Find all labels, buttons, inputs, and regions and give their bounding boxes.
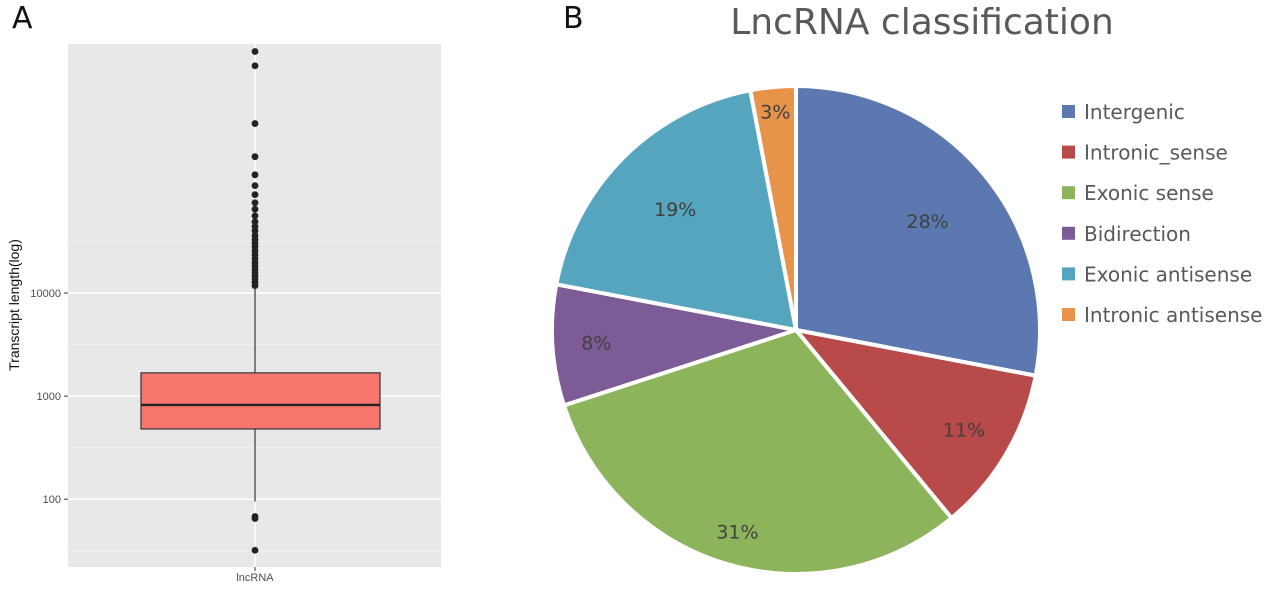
outlier-point: [251, 218, 259, 226]
legend-label: Intronic_sense: [1084, 141, 1228, 165]
legend-swatch: [1062, 145, 1075, 159]
legend-swatch: [1062, 308, 1075, 321]
pie-slice-exonic-antisense: [554, 88, 798, 332]
boxplot-panel: A 100 1000 10000 lncRNA Transcript length(…: [6, 1, 441, 584]
boxplot-box-group: [140, 48, 381, 554]
x-axis-ticks: lncRNA: [236, 567, 274, 584]
pie-panel: B LncRNA classification 28% 11% 31% 8% 19% 3%…: [550, 1, 1262, 576]
legend-label: Intergenic: [1084, 100, 1185, 124]
pie-legend: Intergenic Intronic_sense Exonic sense Bidi…: [1062, 100, 1262, 327]
outlier-point: [251, 232, 259, 240]
legend-label: Exonic antisense: [1084, 262, 1252, 286]
legend-swatch: [1062, 267, 1075, 281]
outlier-point: [251, 171, 259, 179]
outlier-point: [251, 48, 259, 55]
panel-label-a: A: [12, 1, 33, 36]
y-axis-ticks: 100 1000 10000: [30, 288, 68, 506]
outlier-point: [251, 546, 259, 554]
legend-label: Intronic antisense: [1084, 303, 1262, 327]
outlier-point: [251, 120, 259, 127]
outlier-point: [251, 212, 259, 220]
pie-label: 31%: [716, 522, 758, 544]
legend-swatch: [1062, 186, 1075, 200]
pie-slice-exonic-sense: [561, 328, 954, 576]
outlier-point: [251, 191, 259, 199]
y-tick-label: 100: [43, 494, 61, 506]
pie-slice-intronic-antisense: [748, 84, 798, 332]
legend-swatch: [1062, 226, 1075, 240]
outlier-point: [251, 199, 259, 207]
y-tick-label: 10000: [30, 288, 61, 300]
legend-swatch: [1062, 105, 1075, 118]
panel-label-b: B: [563, 1, 584, 36]
outlier-point: [251, 182, 259, 190]
pie-slice-intronic-sense: [794, 328, 1038, 521]
pie-slices: [550, 84, 1042, 576]
outlier-point: [251, 223, 259, 231]
outlier-point: [251, 205, 259, 213]
iqr-box: [140, 372, 381, 430]
x-tick-label: lncRNA: [236, 572, 274, 584]
legend-label: Bidirection: [1084, 222, 1191, 246]
pie-label: 11%: [943, 419, 985, 441]
pie-label: 8%: [581, 333, 611, 355]
pie-slice-bidirection: [550, 282, 798, 408]
pie-title: LncRNA classification: [730, 2, 1114, 43]
pie-label: 28%: [906, 211, 948, 233]
y-axis-title: Transcript length(log): [6, 239, 22, 371]
outlier-point: [251, 153, 259, 161]
pie-label: 19%: [654, 199, 696, 221]
pie-slice-intergenic: [794, 84, 1042, 378]
legend-label: Exonic sense: [1084, 181, 1214, 205]
outlier-point: [251, 62, 259, 70]
pie-label: 3%: [760, 101, 790, 123]
outlier-point: [251, 515, 259, 522]
y-tick-label: 1000: [37, 391, 61, 403]
pie-labels: 28% 11% 31% 8% 19% 3%: [581, 101, 985, 543]
